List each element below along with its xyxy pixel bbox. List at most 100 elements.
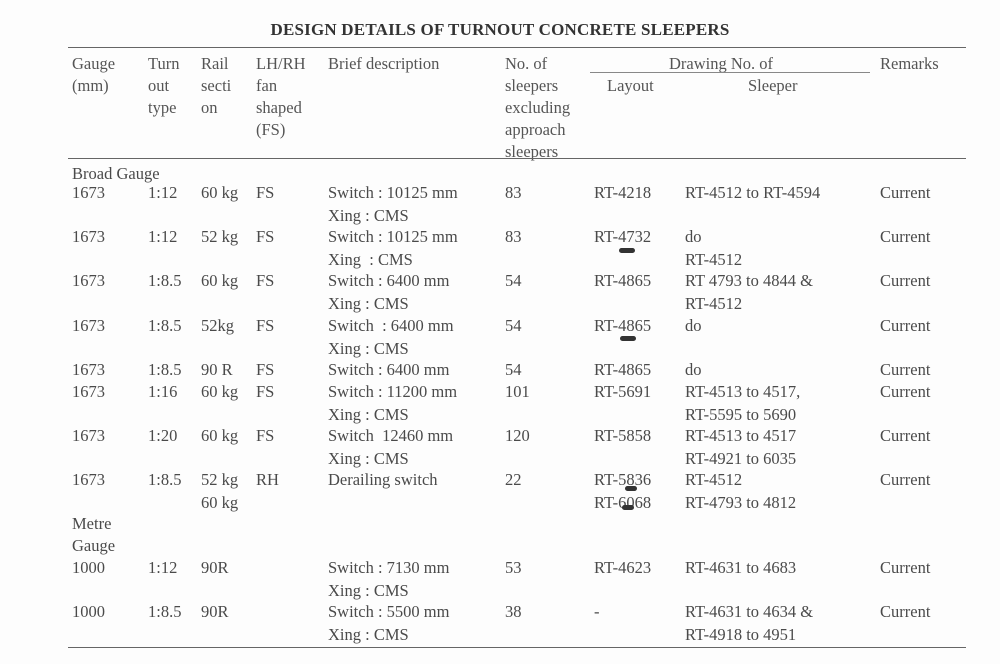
cell-gauge: 1000 bbox=[72, 558, 105, 577]
cell-layout: RT-5858 bbox=[594, 426, 652, 445]
cell-sleeper: RT-4631 to 4683 bbox=[685, 558, 797, 577]
cell-turnout: 1:8.5 bbox=[148, 316, 182, 335]
cell-sleeper: RT-4512 to RT-4594 bbox=[685, 183, 821, 202]
cell-no: 101 bbox=[505, 382, 530, 401]
header-gauge: Gauge (mm) bbox=[72, 54, 116, 95]
cell-gauge: 1673 bbox=[72, 470, 105, 489]
ink-mark bbox=[620, 336, 636, 341]
cell-brief: Switch : 10125 mm Xing : CMS bbox=[328, 227, 458, 269]
cell-remarks: Current bbox=[880, 382, 931, 401]
ink-mark bbox=[622, 505, 634, 510]
cell-remarks: Current bbox=[880, 470, 931, 489]
header-drawing: Drawing No. of bbox=[669, 54, 774, 73]
cell-layout: RT-4865 bbox=[594, 360, 652, 379]
cell-rail: 60 kg bbox=[201, 183, 239, 202]
header-sleeper: Sleeper bbox=[748, 76, 798, 95]
header-lhrh: LH/RH fan shaped (FS) bbox=[256, 54, 306, 139]
cell-sleeper: do bbox=[685, 316, 702, 335]
cell-gauge: 1673 bbox=[72, 227, 105, 246]
page-title: DESIGN DETAILS OF TURNOUT CONCRETE SLEEP… bbox=[270, 20, 730, 39]
ink-mark bbox=[625, 486, 637, 491]
cell-layout: RT-4865 bbox=[594, 316, 652, 335]
cell-no: 83 bbox=[505, 183, 522, 202]
cell-remarks: Current bbox=[880, 558, 931, 577]
cell-remarks: Current bbox=[880, 316, 931, 335]
cell-lhrh: FS bbox=[256, 271, 275, 290]
cell-lhrh: RH bbox=[256, 470, 279, 489]
cell-brief: Switch 12460 mm Xing : CMS bbox=[328, 426, 454, 468]
ink-mark bbox=[619, 248, 635, 253]
cell-lhrh: FS bbox=[256, 382, 275, 401]
cell-gauge: 1673 bbox=[72, 183, 105, 202]
cell-brief: Switch : 10125 mm Xing : CMS bbox=[328, 183, 458, 225]
header-rail: Rail secti on bbox=[201, 54, 232, 117]
cell-no: 54 bbox=[505, 316, 522, 335]
cell-no: 38 bbox=[505, 602, 522, 621]
cell-rail: 90 R bbox=[201, 360, 233, 379]
cell-turnout: 1:12 bbox=[148, 558, 178, 577]
cell-gauge: 1673 bbox=[72, 426, 105, 445]
cell-turnout: 1:8.5 bbox=[148, 602, 182, 621]
cell-no: 83 bbox=[505, 227, 522, 246]
cell-turnout: 1:8.5 bbox=[148, 470, 182, 489]
cell-brief: Switch : 6400 mm Xing : CMS bbox=[328, 316, 454, 358]
divider bbox=[68, 158, 966, 159]
cell-remarks: Current bbox=[880, 360, 931, 379]
cell-layout: RT-4732 bbox=[594, 227, 652, 246]
cell-gauge: 1673 bbox=[72, 382, 105, 401]
section-broad-gauge: Broad Gauge bbox=[72, 164, 160, 183]
cell-gauge: 1673 bbox=[72, 360, 105, 379]
header-turnout: Turn out type bbox=[148, 54, 180, 117]
cell-rail: 52kg bbox=[201, 316, 234, 335]
cell-rail: 60 kg bbox=[201, 271, 239, 290]
cell-layout: RT-5691 bbox=[594, 382, 652, 401]
cell-layout: - bbox=[594, 602, 600, 621]
cell-no: 54 bbox=[505, 271, 522, 290]
cell-turnout: 1:12 bbox=[148, 227, 178, 246]
cell-turnout: 1:8.5 bbox=[148, 271, 182, 290]
header-layout: Layout bbox=[607, 76, 654, 95]
cell-lhrh: FS bbox=[256, 316, 275, 335]
divider bbox=[590, 72, 870, 73]
cell-rail: 60 kg bbox=[201, 382, 239, 401]
cell-sleeper: RT-4631 to 4634 & RT-4918 to 4951 bbox=[685, 602, 814, 644]
cell-lhrh: FS bbox=[256, 360, 275, 379]
cell-layout: RT-4865 bbox=[594, 271, 652, 290]
cell-no: 53 bbox=[505, 558, 522, 577]
cell-sleeper: do bbox=[685, 360, 702, 379]
cell-layout: RT-4623 bbox=[594, 558, 652, 577]
cell-brief: Derailing switch bbox=[328, 470, 438, 489]
cell-remarks: Current bbox=[880, 602, 931, 621]
cell-remarks: Current bbox=[880, 271, 931, 290]
cell-sleeper: RT-4513 to 4517 RT-4921 to 6035 bbox=[685, 426, 797, 468]
cell-sleeper: RT-4512 RT-4793 to 4812 bbox=[685, 470, 797, 512]
cell-brief: Switch : 11200 mm Xing : CMS bbox=[328, 382, 458, 424]
cell-lhrh: FS bbox=[256, 227, 275, 246]
cell-no: 54 bbox=[505, 360, 522, 379]
header-no: No. of sleepers excluding approach sleep… bbox=[505, 54, 571, 161]
divider bbox=[68, 647, 966, 648]
cell-brief: Switch : 5500 mm Xing : CMS bbox=[328, 602, 450, 644]
cell-rail: 90R bbox=[201, 602, 229, 621]
cell-lhrh: FS bbox=[256, 183, 275, 202]
cell-turnout: 1:12 bbox=[148, 183, 178, 202]
header-remarks: Remarks bbox=[880, 54, 939, 73]
cell-remarks: Current bbox=[880, 183, 931, 202]
cell-lhrh: FS bbox=[256, 426, 275, 445]
section-metre-gauge: Metre Gauge bbox=[72, 514, 116, 555]
cell-rail: 60 kg bbox=[201, 426, 239, 445]
cell-sleeper: RT 4793 to 4844 & RT-4512 bbox=[685, 271, 813, 313]
cell-no: 22 bbox=[505, 470, 522, 489]
cell-gauge: 1673 bbox=[72, 316, 105, 335]
cell-brief: Switch : 7130 mm Xing : CMS bbox=[328, 558, 450, 600]
cell-rail: 52 kg bbox=[201, 227, 239, 246]
cell-sleeper: do RT-4512 bbox=[685, 227, 743, 269]
cell-no: 120 bbox=[505, 426, 530, 445]
cell-gauge: 1673 bbox=[72, 271, 105, 290]
cell-layout: RT-4218 bbox=[594, 183, 652, 202]
cell-gauge: 1000 bbox=[72, 602, 105, 621]
cell-rail: 52 kg 60 kg bbox=[201, 470, 239, 512]
header-brief: Brief description bbox=[328, 54, 440, 73]
cell-sleeper: RT-4513 to 4517, RT-5595 to 5690 bbox=[685, 382, 801, 424]
